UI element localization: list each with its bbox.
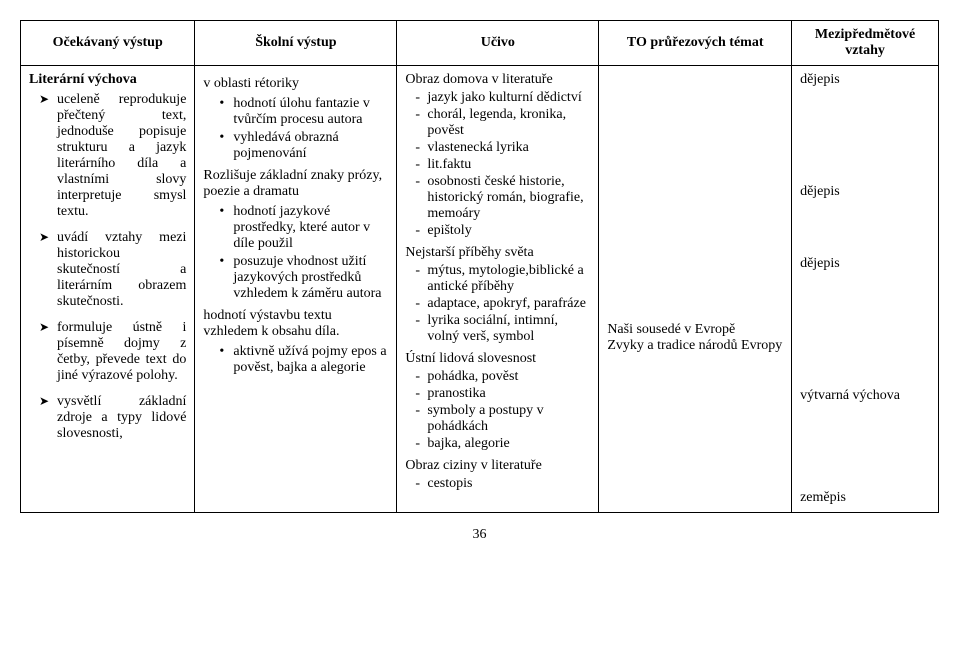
list-item: uvádí vztahy mezi historickou skutečnost… (43, 230, 186, 310)
list-item: epištoly (415, 223, 590, 239)
topic-heading: Nejstarší příběhy světa (405, 245, 590, 261)
literary-title: Literární výchova (29, 72, 186, 88)
cell-school: v oblasti rétoriky hodnotí úlohu fantazi… (195, 66, 397, 513)
subject: dějepis (800, 256, 930, 272)
topic-list-4: cestopis (405, 476, 590, 492)
subject: dějepis (800, 72, 930, 88)
list-item: symboly a postupy v pohádkách (415, 403, 590, 435)
list-item: bajka, alegorie (415, 436, 590, 452)
header-expected: Očekávaný výstup (21, 21, 195, 66)
mid-text: Rozlišuje základní znaky prózy, poezie a… (203, 168, 388, 200)
header-relations: Mezipředmětové vztahy (792, 21, 939, 66)
list-item: chorál, legenda, kronika, pověst (415, 107, 590, 139)
header-themes: TO průřezových témat (599, 21, 792, 66)
school-list-2: hodnotí jazykové prostředky, které autor… (203, 204, 388, 302)
list-item: pohádka, pověst (415, 369, 590, 385)
topic-heading: Ústní lidová slovesnost (405, 351, 590, 367)
header-curriculum: Učivo (397, 21, 599, 66)
list-item: vlastenecká lyrika (415, 140, 590, 156)
topic-heading: Obraz domova v literatuře (405, 72, 590, 88)
list-item: pranostika (415, 386, 590, 402)
list-item: lit.faktu (415, 157, 590, 173)
list-item: adaptace, apokryf, parafráze (415, 296, 590, 312)
topic-list-3: pohádka, pověst pranostika symboly a pos… (405, 369, 590, 452)
list-item: cestopis (415, 476, 590, 492)
list-item: vyhledává obrazná pojmenování (219, 130, 388, 162)
theme-line: Naši sousedé v Evropě (607, 322, 783, 338)
table-row: Literární výchova uceleně reprodukuje př… (21, 66, 939, 513)
school-list-1: hodnotí úlohu fantazie v tvůrčím procesu… (203, 96, 388, 162)
cell-curriculum: Obraz domova v literatuře jazyk jako kul… (397, 66, 599, 513)
subject: zeměpis (800, 490, 930, 506)
list-item: hodnotí jazykové prostředky, které autor… (219, 204, 388, 252)
mid-text-2: hodnotí výstavbu textu vzhledem k obsahu… (203, 308, 388, 340)
table-header-row: Očekávaný výstup Školní výstup Učivo TO … (21, 21, 939, 66)
topic-list-1: jazyk jako kulturní dědictví chorál, leg… (405, 90, 590, 239)
list-item: posuzuje vhodnost užití jazykových prost… (219, 254, 388, 302)
theme-line: Zvyky a tradice národů Evropy (607, 338, 783, 354)
page-number: 36 (20, 527, 939, 543)
list-item: jazyk jako kulturní dědictví (415, 90, 590, 106)
list-item: osobnosti české historie, historický rom… (415, 174, 590, 222)
subject: dějepis (800, 184, 930, 200)
list-item: formuluje ústně i písemně dojmy z četby,… (43, 320, 186, 384)
topic-heading: Obraz ciziny v literatuře (405, 458, 590, 474)
curriculum-table: Očekávaný výstup Školní výstup Učivo TO … (20, 20, 939, 513)
subject: výtvarná výchova (800, 388, 930, 404)
list-item: aktivně užívá pojmy epos a pověst, bajka… (219, 344, 388, 376)
header-school: Školní výstup (195, 21, 397, 66)
cell-relations: dějepis dějepis dějepis výtvarná výchova… (792, 66, 939, 513)
cell-expected: Literární výchova uceleně reprodukuje př… (21, 66, 195, 513)
list-item: vysvětlí základní zdroje a typy lidové s… (43, 394, 186, 442)
list-item: hodnotí úlohu fantazie v tvůrčím procesu… (219, 96, 388, 128)
list-item: lyrika sociální, intimní, volný verš, sy… (415, 313, 590, 345)
expected-list: uceleně reprodukuje přečtený text, jedno… (29, 92, 186, 442)
cell-themes: Naši sousedé v Evropě Zvyky a tradice ná… (599, 66, 792, 513)
list-item: mýtus, mytologie,biblické a antické příb… (415, 263, 590, 295)
school-list-3: aktivně užívá pojmy epos a pověst, bajka… (203, 344, 388, 376)
pretext: v oblasti rétoriky (203, 76, 388, 92)
topic-list-2: mýtus, mytologie,biblické a antické příb… (405, 263, 590, 345)
list-item: uceleně reprodukuje přečtený text, jedno… (43, 92, 186, 220)
